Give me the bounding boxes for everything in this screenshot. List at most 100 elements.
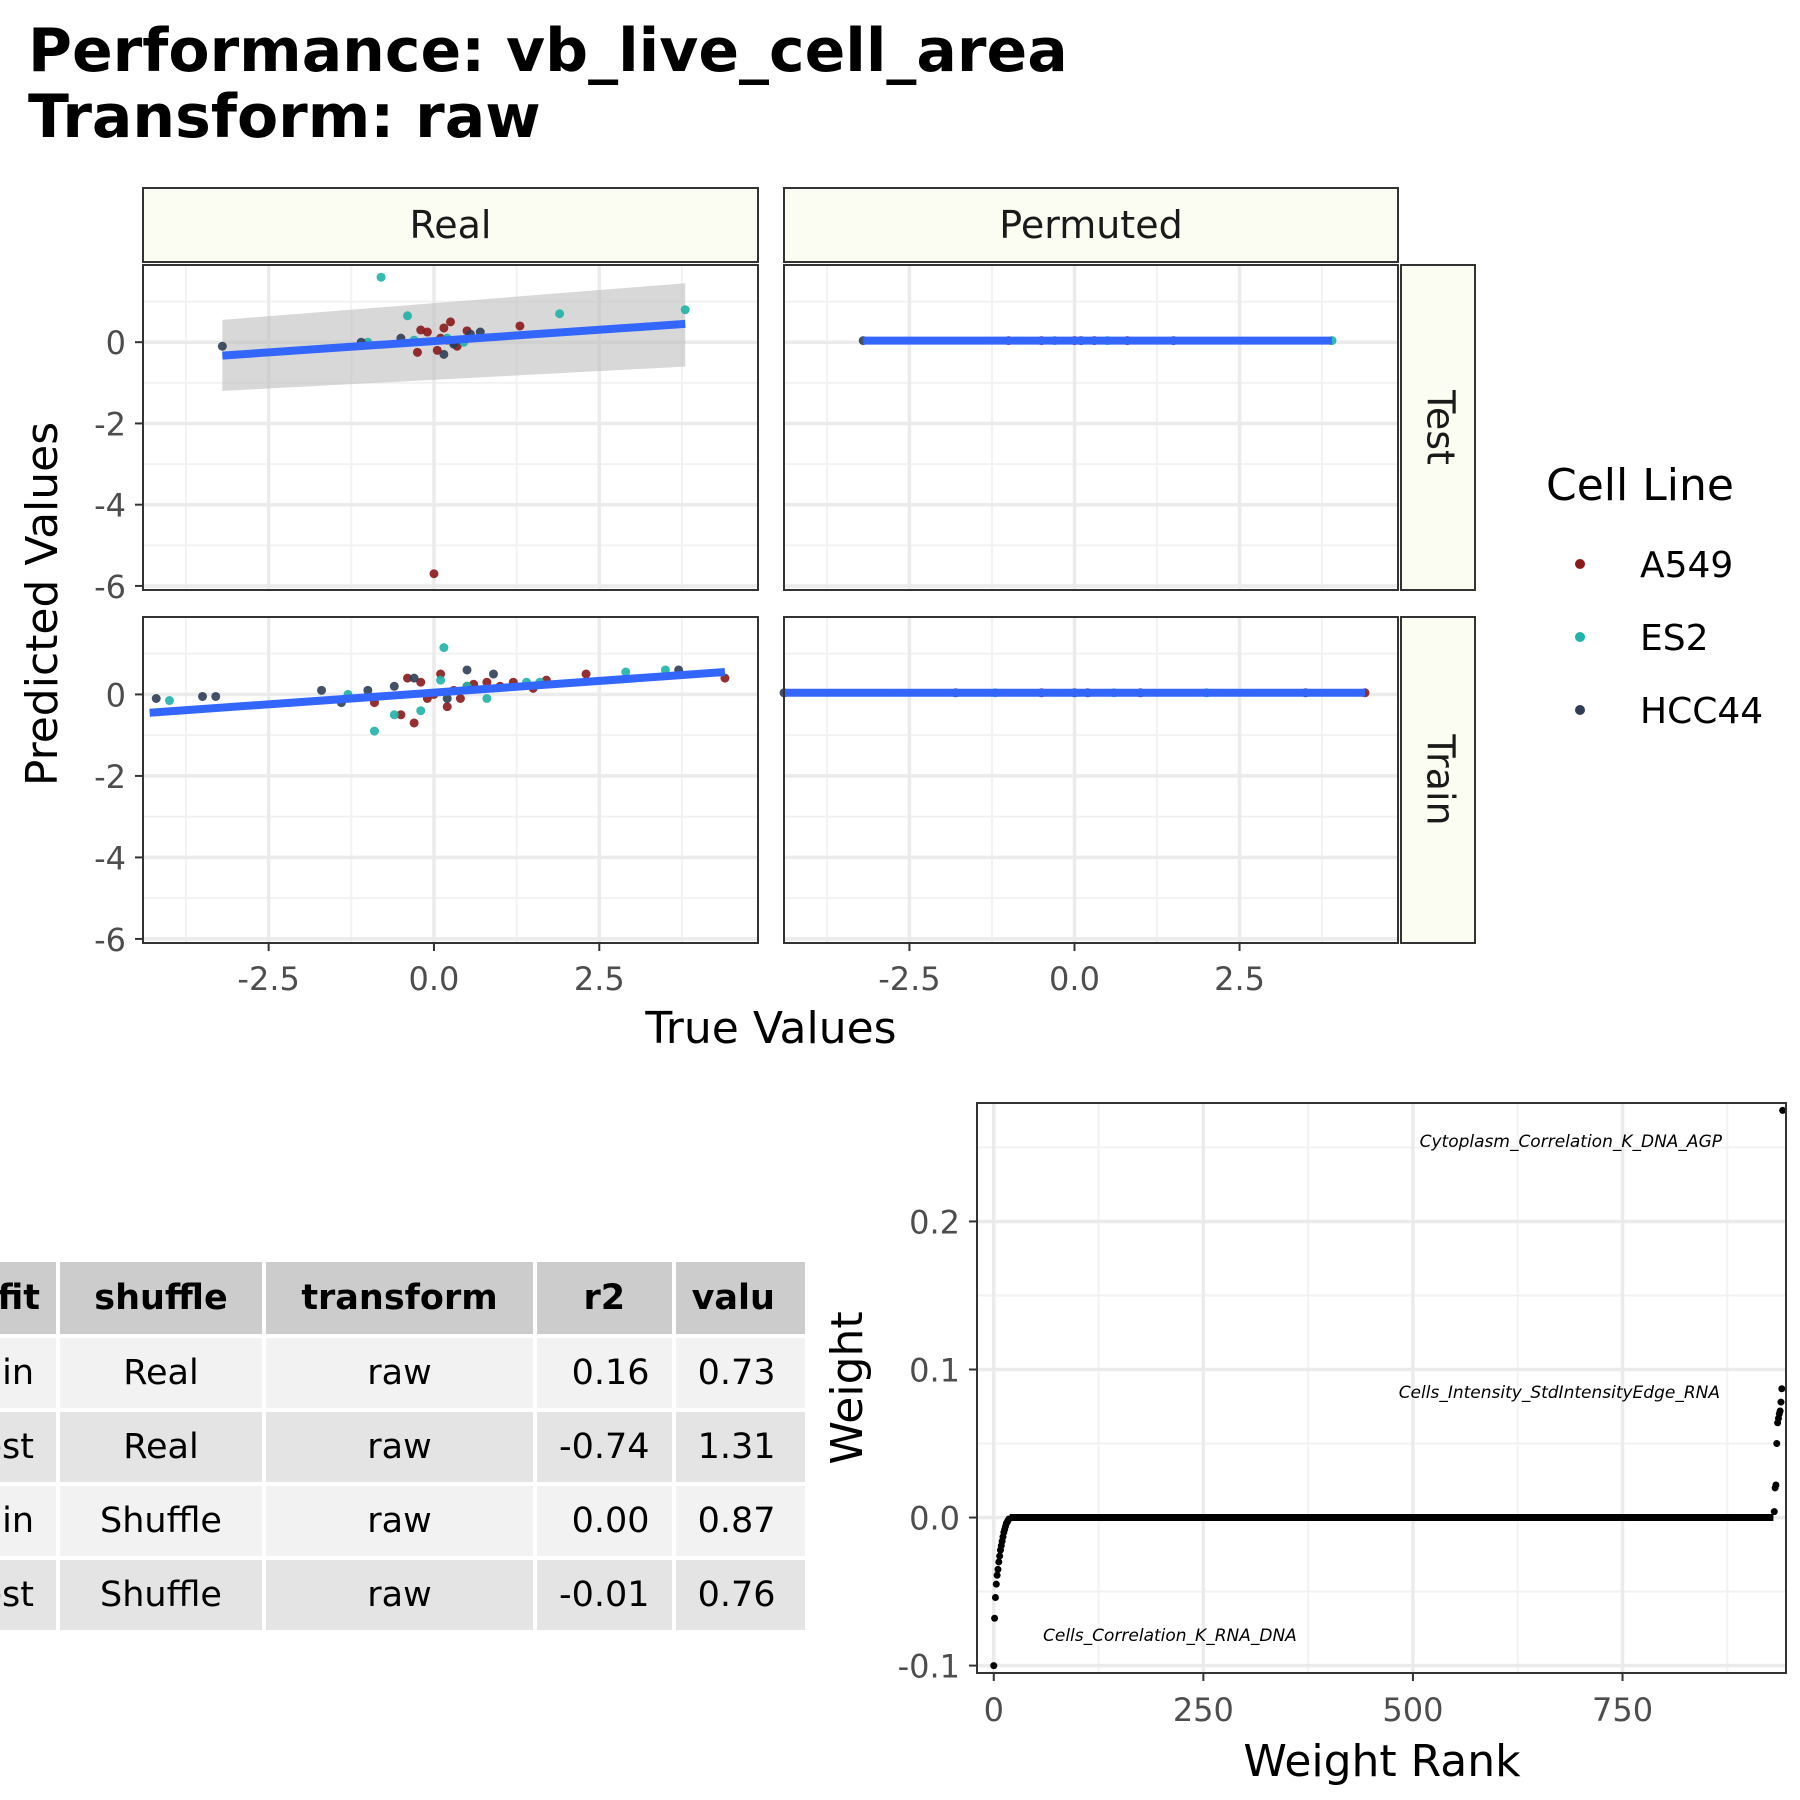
data-point-a549 bbox=[409, 718, 419, 728]
weight-panel-border bbox=[976, 1102, 1787, 1674]
table-cell-r2: 0.00 bbox=[533, 1482, 676, 1560]
data-point-a549 bbox=[422, 327, 432, 337]
regression-line bbox=[149, 668, 726, 717]
weight-point bbox=[1778, 1385, 1786, 1393]
facet-label-real: Real bbox=[410, 203, 492, 247]
y-tick-label: 0.0 bbox=[909, 1500, 960, 1538]
y-tick-label: 0 bbox=[106, 676, 126, 714]
x-tick-label: 750 bbox=[1592, 1691, 1653, 1729]
weight-point bbox=[992, 1580, 1000, 1588]
data-point-es2 bbox=[164, 696, 174, 706]
metrics-table: fit shuffle transform r2 valu ain Real r… bbox=[0, 1258, 805, 1634]
data-point-hcc44 bbox=[409, 673, 419, 683]
facet-strip-column bbox=[142, 187, 759, 263]
table-header-fit: fit bbox=[0, 1258, 60, 1338]
weight-point bbox=[1772, 1481, 1780, 1489]
table-cell-fit: ain bbox=[0, 1334, 60, 1412]
y-tick-label: -2 bbox=[94, 405, 126, 443]
table-cell-transform: raw bbox=[262, 1334, 537, 1412]
data-point-hcc44 bbox=[198, 691, 208, 701]
annotation-cells-intensity: Cells_Intensity_StdIntensityEdge_RNA bbox=[1399, 1383, 1720, 1403]
y-tick-label: 0.2 bbox=[909, 1203, 960, 1241]
data-point-es2 bbox=[439, 643, 449, 653]
legend-label-hcc44: HCC44 bbox=[1640, 691, 1763, 732]
data-point-hcc44 bbox=[439, 349, 449, 359]
regression-line bbox=[222, 319, 686, 360]
legend-key-es2 bbox=[1575, 632, 1585, 642]
table-cell-fit: est bbox=[0, 1556, 60, 1634]
table-cell-shuffle: Shuffle bbox=[56, 1482, 266, 1560]
annotation-cytoplasm-correlation: Cytoplasm_Correlation_K_DNA_AGP bbox=[1420, 1132, 1723, 1152]
data-point-hcc44 bbox=[151, 694, 161, 703]
table-cell-r2: -0.74 bbox=[533, 1408, 676, 1486]
facet-strip-row bbox=[1400, 616, 1476, 944]
x-tick-label: 0.0 bbox=[409, 960, 460, 998]
data-point-a549 bbox=[439, 323, 449, 333]
table-cell-transform: raw bbox=[262, 1482, 537, 1560]
data-point-hcc44 bbox=[211, 691, 221, 701]
weight-point bbox=[1005, 1515, 1013, 1523]
weight-chart-layer: Cytoplasm_Correlation_K_DNA_AGP Cells_Int… bbox=[822, 1102, 1787, 1787]
data-point-hcc44 bbox=[317, 685, 327, 695]
data-point-es2 bbox=[621, 667, 631, 677]
table-cell-shuffle: Shuffle bbox=[56, 1556, 266, 1634]
data-point-es2 bbox=[369, 726, 379, 736]
legend-title: Cell Line bbox=[1546, 460, 1734, 511]
facet-label-permuted: Permuted bbox=[999, 203, 1182, 247]
panel-background bbox=[784, 617, 1398, 943]
y-tick-label: -4 bbox=[94, 487, 126, 525]
performance-chart: Real Permuted Test Train 0 -2 -4 -6 0 -2 -4 -6 -2.5 0… bbox=[17, 187, 1763, 1050]
table-row: est Shuffle raw -0.01 0.76 bbox=[0, 1556, 805, 1634]
x-tick-label: 2.5 bbox=[574, 960, 625, 998]
data-point-a549 bbox=[412, 347, 422, 357]
weight-point bbox=[1770, 1508, 1778, 1516]
data-point-es2 bbox=[436, 675, 446, 685]
weight-chart: Cytoplasm_Correlation_K_DNA_AGP Cells_Int… bbox=[822, 1102, 1787, 1787]
data-point-a549 bbox=[455, 694, 465, 703]
table-cell-value: 0.76 bbox=[671, 1556, 805, 1634]
plot-title-line2: Transform: raw bbox=[28, 82, 541, 152]
weight-point bbox=[993, 1571, 1001, 1579]
metrics-table-viewport: fit shuffle transform r2 valu ain Real r… bbox=[0, 1240, 805, 1640]
data-point-a549 bbox=[416, 677, 426, 687]
y-tick-label: -4 bbox=[94, 839, 126, 877]
legend-label-a549: A549 bbox=[1640, 545, 1733, 586]
table-cell-fit: ain bbox=[0, 1482, 60, 1560]
weight-point bbox=[994, 1565, 1002, 1573]
legend-label-es2: ES2 bbox=[1640, 618, 1709, 659]
performance-chart-layer: Real Permuted Test Train 0 -2 -4 -6 0 -2 -4 -6 -2.5 0… bbox=[17, 187, 1763, 1050]
data-point-a549 bbox=[581, 669, 591, 679]
data-point-a549 bbox=[432, 345, 442, 355]
annotation-cells-correlation: Cells_Correlation_K_RNA_DNA bbox=[1043, 1626, 1297, 1646]
legend-key-a549 bbox=[1575, 559, 1585, 569]
weight-point bbox=[1773, 1440, 1781, 1448]
x-axis-title: True Values bbox=[644, 1003, 896, 1050]
table-header-value: valu bbox=[671, 1258, 805, 1338]
panel-border bbox=[783, 616, 1399, 944]
weight-point bbox=[990, 1662, 998, 1670]
data-point-a549 bbox=[403, 673, 413, 683]
weight-point bbox=[1779, 1106, 1787, 1114]
table-header-shuffle: shuffle bbox=[56, 1258, 266, 1338]
facet-label-train: Train bbox=[1419, 733, 1463, 825]
y-tick-label: -2 bbox=[94, 758, 126, 796]
weight-point bbox=[1776, 1407, 1784, 1415]
data-point-es2 bbox=[482, 694, 492, 703]
facet-label-test: Test bbox=[1419, 389, 1463, 465]
y-tick-label: 0 bbox=[106, 324, 126, 362]
table-cell-fit: est bbox=[0, 1408, 60, 1486]
weight-panel-background bbox=[977, 1103, 1786, 1673]
table-cell-shuffle: Real bbox=[56, 1334, 266, 1412]
plot-title-line1: Performance: vb_live_cell_area bbox=[28, 16, 1068, 86]
y-tick-label: -6 bbox=[94, 568, 126, 606]
data-point-a549 bbox=[429, 569, 439, 579]
weight-point bbox=[991, 1593, 999, 1601]
data-point-hcc44 bbox=[442, 694, 452, 703]
data-point-es2 bbox=[680, 305, 690, 315]
table-cell-shuffle: Real bbox=[56, 1408, 266, 1486]
data-point-es2 bbox=[389, 710, 399, 720]
table-cell-transform: raw bbox=[262, 1556, 537, 1634]
table-row: est Real raw -0.74 1.31 bbox=[0, 1408, 805, 1486]
weight-point bbox=[1777, 1398, 1785, 1406]
x-tick-label: -2.5 bbox=[878, 960, 940, 998]
